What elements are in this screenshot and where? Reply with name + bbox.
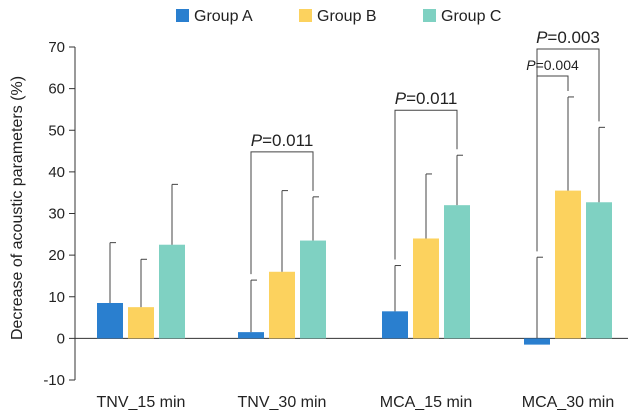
y-tick-label: 10: [48, 289, 65, 306]
y-tick-label: 0: [57, 330, 65, 347]
p-value: =0.011: [262, 131, 313, 150]
p-symbol: P: [526, 57, 536, 73]
p-value-label: P=0.011: [395, 89, 458, 108]
bar: [555, 190, 581, 339]
bar: [238, 332, 264, 339]
bar: [97, 302, 123, 339]
legend-swatch: [176, 9, 189, 22]
bar: [300, 240, 326, 339]
legend-swatch: [299, 9, 312, 22]
p-value: =0.004: [536, 57, 579, 73]
bar: [524, 338, 550, 345]
y-tick-label: 30: [48, 206, 65, 223]
bar: [382, 311, 408, 339]
y-tick-label: 60: [48, 81, 65, 98]
y-axis-label: Decrease of acoustic parameters (%): [9, 76, 26, 340]
significance-bracket: [394, 109, 458, 260]
category-label: MCA_15 min: [380, 394, 472, 411]
bar: [159, 244, 185, 339]
significance-bracket: [536, 75, 569, 252]
bars: [97, 96, 612, 345]
p-value: =0.003: [547, 28, 599, 47]
legend-label: Group A: [194, 8, 253, 25]
bar: [269, 271, 295, 339]
p-value-label: P=0.004: [526, 57, 579, 73]
y-tick-label: 40: [48, 164, 65, 181]
p-value-label: P=0.011: [251, 131, 314, 150]
y-tick-label: 20: [48, 247, 65, 264]
category-label: TNV_30 min: [238, 394, 327, 411]
category-label: MCA_30 min: [522, 394, 614, 411]
bar: [586, 202, 612, 339]
significance-bracket: [250, 151, 314, 275]
p-symbol: P: [251, 131, 263, 150]
category-label: TNV_15 min: [97, 394, 186, 411]
bar: [444, 205, 470, 339]
p-symbol: P: [536, 28, 548, 47]
bar: [413, 238, 439, 339]
bar: [128, 307, 154, 339]
legend: Group A Group B Group C: [176, 8, 501, 25]
p-value: =0.011: [406, 89, 457, 108]
legend-label: Group B: [317, 8, 377, 25]
legend-label: Group C: [441, 8, 501, 25]
y-tick-label: 50: [48, 122, 65, 139]
p-symbol: P: [395, 89, 407, 108]
p-value-label: P=0.003: [536, 28, 600, 47]
x-axis-labels: TNV_15 min TNV_30 min MCA_15 min MCA_30 min: [97, 394, 615, 411]
y-tick-label: -10: [43, 372, 65, 389]
y-tick-label: 70: [48, 39, 65, 56]
legend-swatch: [423, 9, 436, 22]
